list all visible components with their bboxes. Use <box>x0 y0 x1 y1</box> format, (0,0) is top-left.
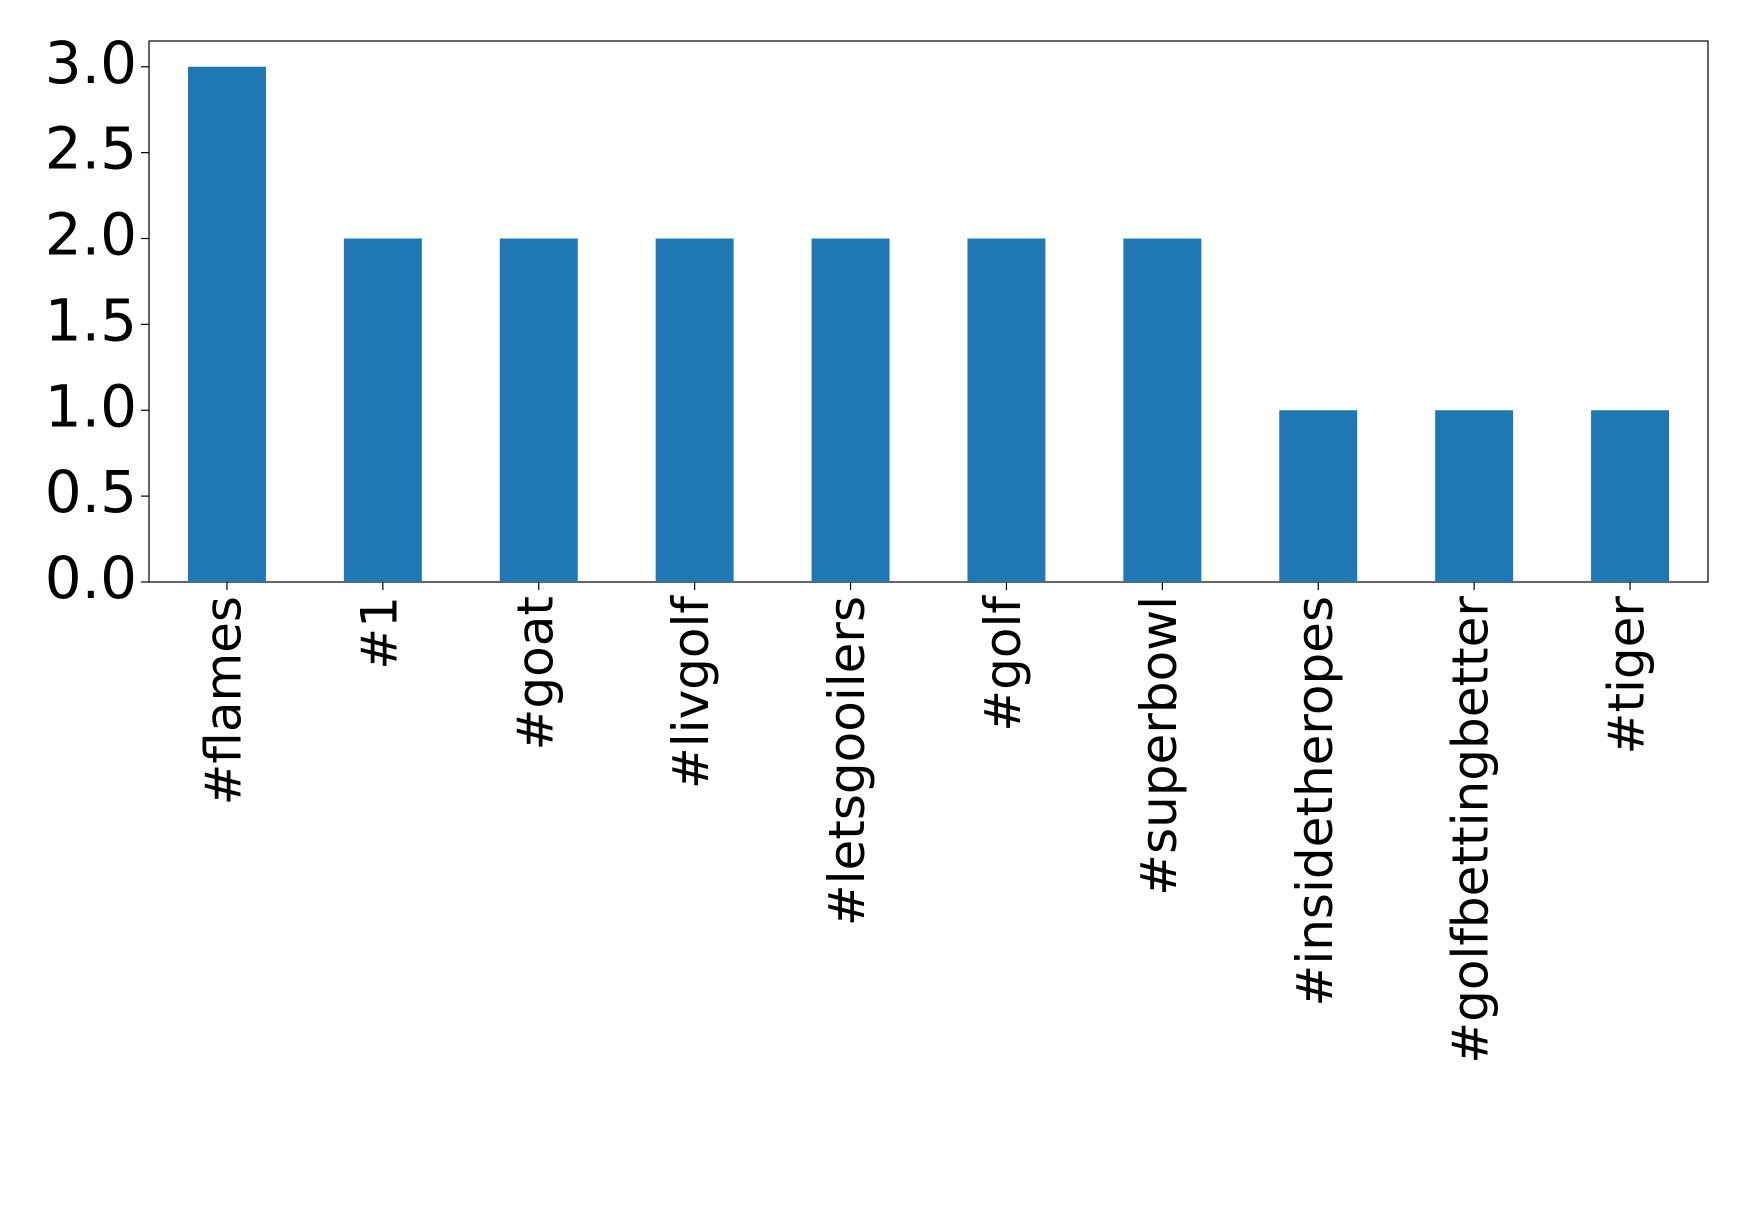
y-tick-label: 1.0 <box>45 372 137 440</box>
y-tick-label: 0.5 <box>45 458 137 526</box>
x-tick-label: #goat <box>506 596 564 750</box>
bar <box>1123 238 1202 582</box>
bar <box>967 238 1046 582</box>
bar <box>655 238 734 582</box>
y-tick-label: 2.5 <box>45 115 137 183</box>
x-tick-label: #1 <box>350 596 408 670</box>
x-tick-label: #superbowl <box>1130 596 1188 896</box>
axes-frame <box>148 40 1709 583</box>
x-tick-label: #livgolf <box>662 595 720 789</box>
x-tick-label: #flames <box>194 596 252 806</box>
bar <box>811 238 890 582</box>
x-tick-label: #golf <box>974 595 1032 732</box>
bar <box>1279 410 1358 582</box>
bar <box>343 238 422 582</box>
y-tick-label: 3.0 <box>45 29 137 97</box>
y-tick-label: 2.0 <box>45 201 137 269</box>
y-tick-label: 1.5 <box>45 286 137 354</box>
bar <box>499 238 578 582</box>
x-tick-label: #insidetheropes <box>1286 596 1344 1007</box>
x-tick-label: #golfbettingbetter <box>1442 596 1500 1064</box>
x-tick-label: #letsgooilers <box>818 596 876 926</box>
bar <box>1591 410 1670 582</box>
bar <box>187 66 266 582</box>
bar <box>1435 410 1514 582</box>
x-tick-label: #tiger <box>1598 596 1656 755</box>
y-tick-label: 0.0 <box>45 544 137 612</box>
